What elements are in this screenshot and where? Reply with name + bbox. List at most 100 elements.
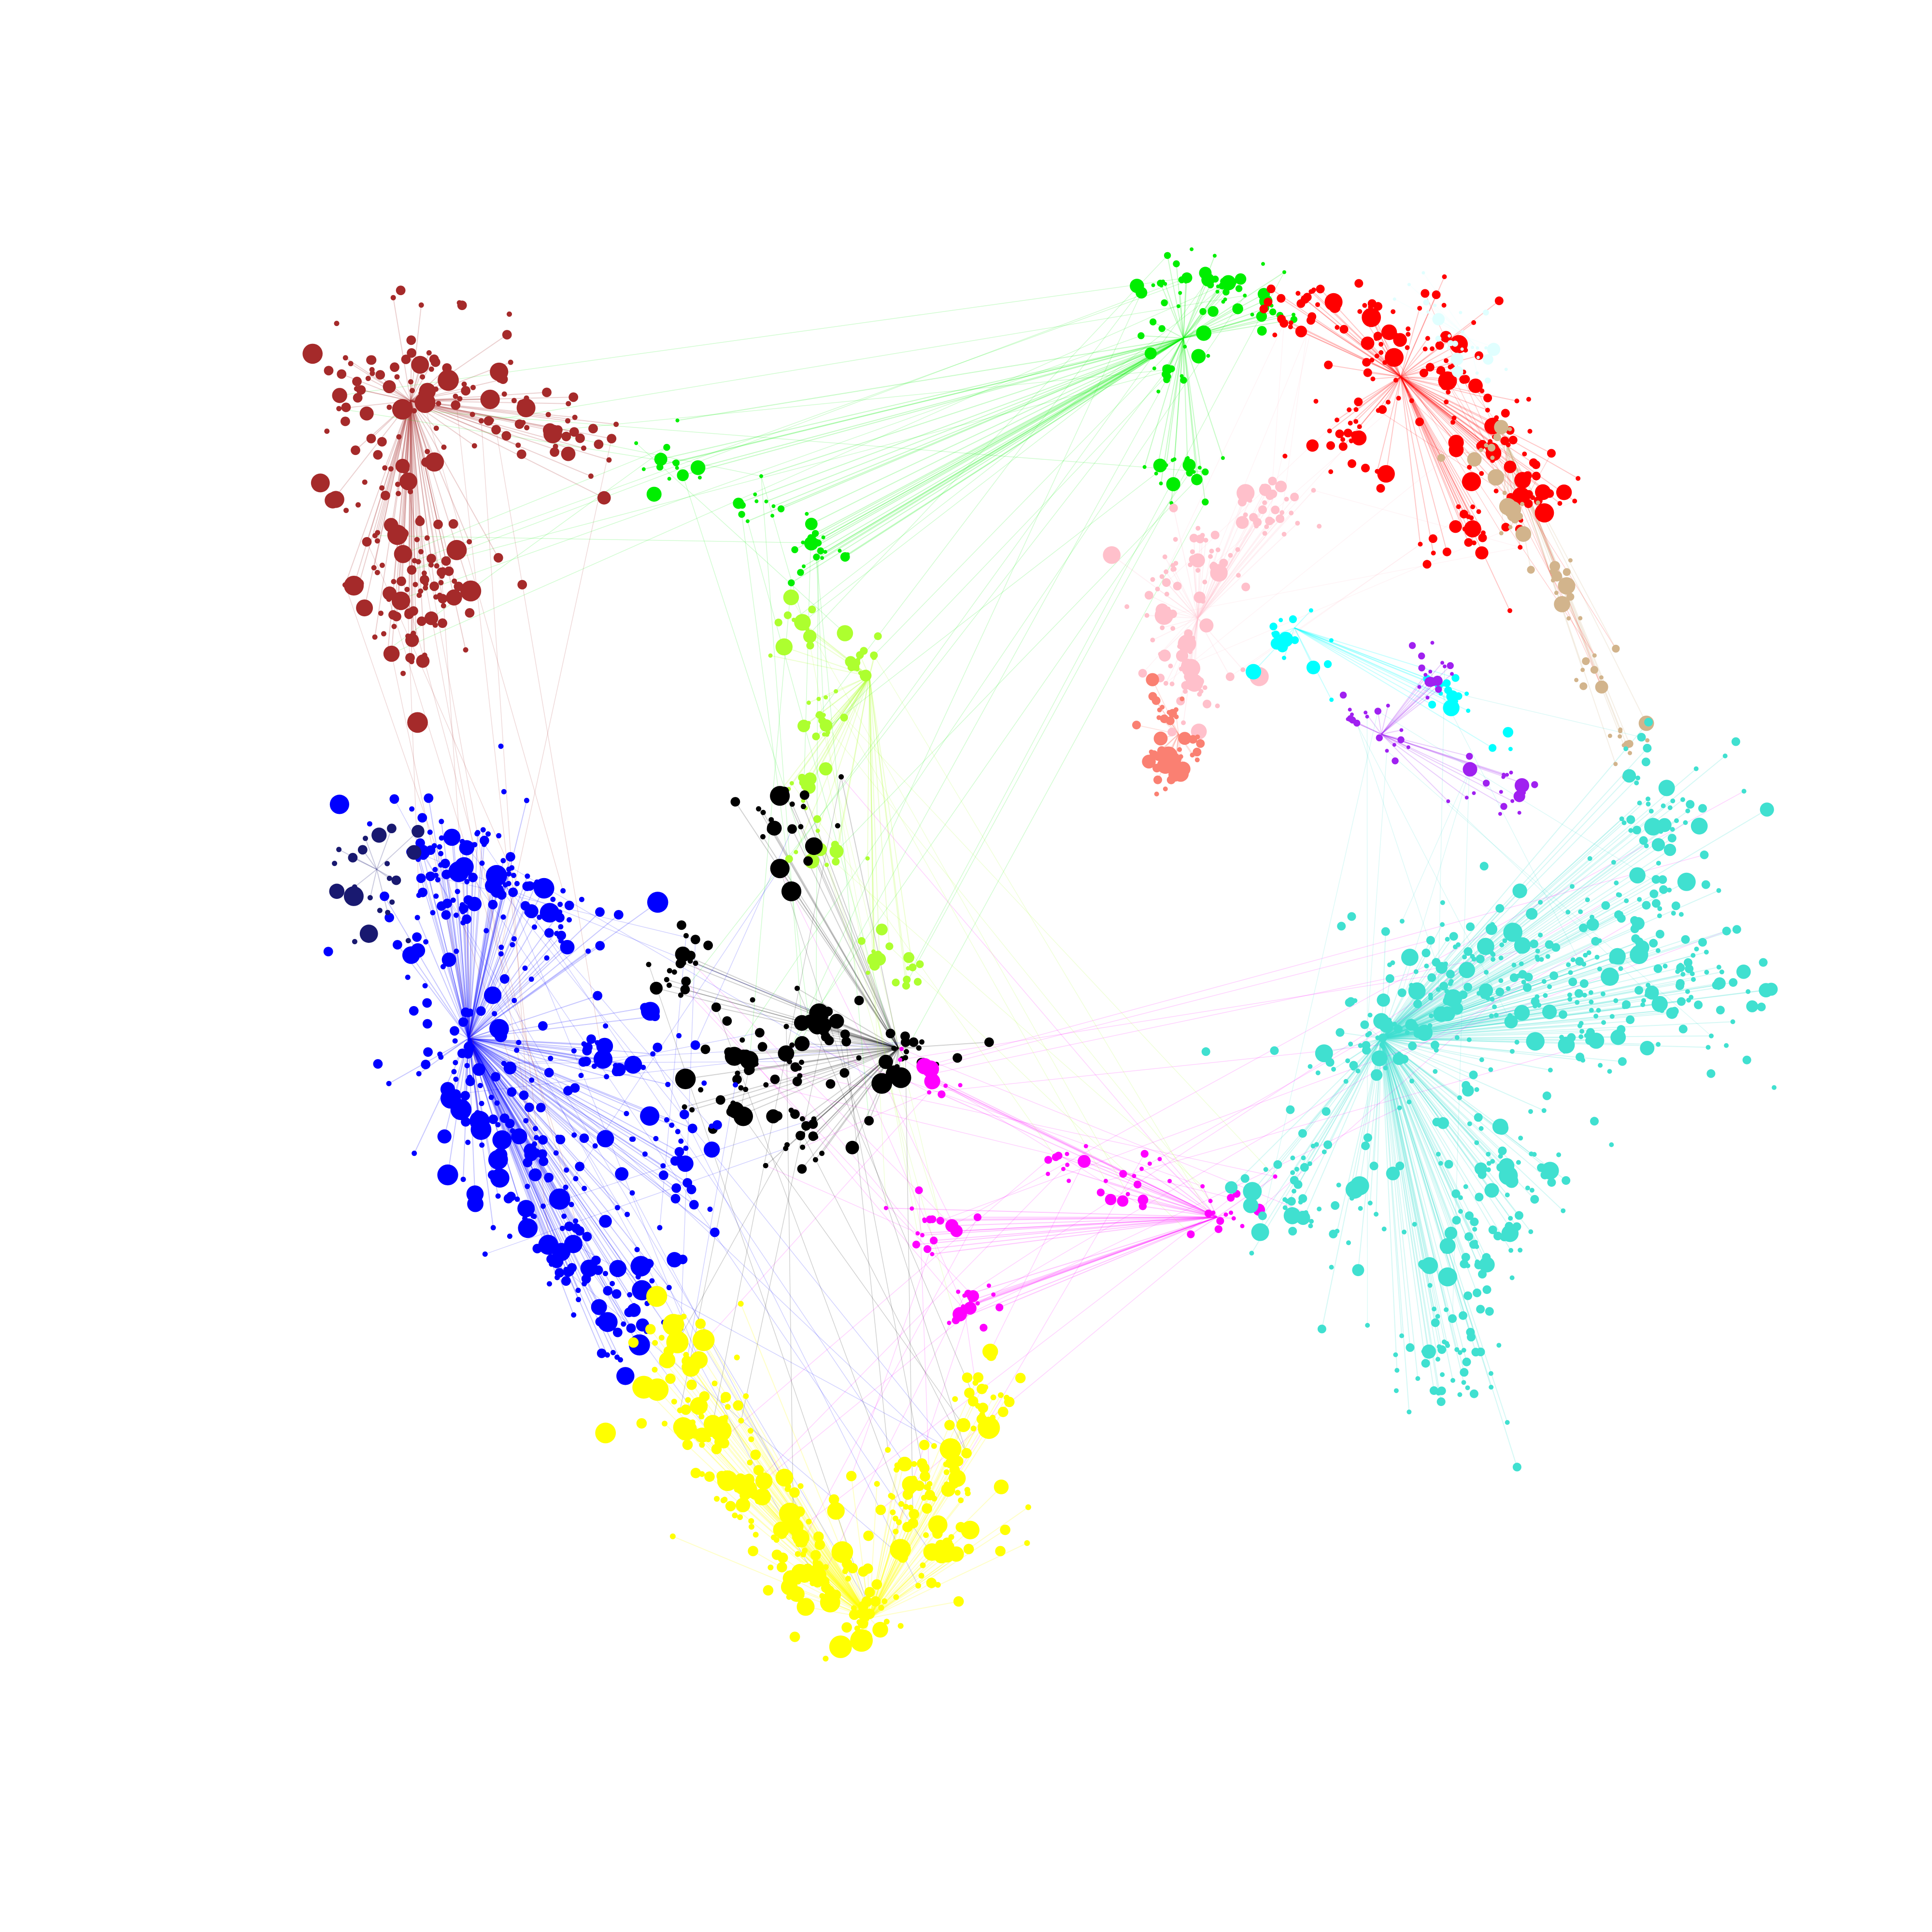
node xyxy=(1134,1180,1142,1189)
node xyxy=(557,901,563,907)
node xyxy=(819,762,833,776)
edge xyxy=(812,338,1184,549)
edge xyxy=(1290,326,1401,377)
node xyxy=(927,1090,932,1095)
node xyxy=(1651,875,1661,884)
edge xyxy=(843,676,870,718)
edge xyxy=(1356,723,1382,735)
node xyxy=(792,1077,802,1086)
node xyxy=(1724,1043,1729,1048)
edge xyxy=(843,717,1107,1181)
node xyxy=(1154,752,1163,761)
node xyxy=(1154,606,1174,625)
node xyxy=(1635,775,1640,781)
node xyxy=(1150,318,1157,326)
node xyxy=(1503,923,1523,942)
node xyxy=(1458,1209,1463,1214)
node xyxy=(963,1544,974,1554)
node xyxy=(613,910,624,920)
node xyxy=(1392,1052,1406,1065)
node xyxy=(1494,296,1504,305)
node xyxy=(1588,990,1593,995)
node xyxy=(425,452,444,472)
node xyxy=(1482,1253,1491,1262)
node xyxy=(514,881,520,886)
edge xyxy=(1183,338,1197,480)
edge xyxy=(1381,982,1733,1039)
edge xyxy=(1381,1038,1583,1061)
node xyxy=(446,540,467,560)
node xyxy=(1535,500,1540,505)
node xyxy=(1495,904,1505,913)
node xyxy=(1678,912,1684,917)
edge xyxy=(468,895,502,1039)
node xyxy=(1461,1252,1470,1262)
node xyxy=(1426,936,1435,945)
node xyxy=(797,569,804,576)
node xyxy=(1317,1324,1326,1334)
edge xyxy=(398,400,411,600)
node xyxy=(1511,963,1517,967)
edge xyxy=(1365,751,1388,1046)
node xyxy=(1508,1248,1514,1253)
node xyxy=(955,1522,966,1533)
node xyxy=(1680,797,1685,802)
node xyxy=(1660,1006,1665,1011)
node xyxy=(470,384,476,390)
node xyxy=(823,1007,833,1017)
node xyxy=(785,1483,791,1490)
node xyxy=(1312,665,1317,669)
node xyxy=(837,625,853,641)
edge xyxy=(1400,376,1491,458)
node xyxy=(1170,626,1176,631)
node xyxy=(1437,454,1445,462)
node xyxy=(1154,791,1159,796)
edge xyxy=(468,1038,585,1139)
edge xyxy=(1377,355,1401,377)
node xyxy=(1409,398,1414,403)
node xyxy=(505,1119,515,1129)
edge xyxy=(1165,417,1497,684)
node xyxy=(612,1327,623,1337)
node xyxy=(426,845,436,855)
node xyxy=(441,910,451,920)
node xyxy=(1169,682,1175,686)
node xyxy=(788,579,795,586)
edge xyxy=(680,371,1166,995)
node xyxy=(615,1167,629,1181)
node xyxy=(1282,655,1286,660)
edge xyxy=(968,944,1502,1294)
edge xyxy=(1385,376,1401,474)
edge xyxy=(898,1041,989,1049)
node xyxy=(389,899,395,905)
node xyxy=(1376,408,1381,413)
edge xyxy=(927,1077,1218,1218)
node xyxy=(1454,1035,1460,1040)
node xyxy=(777,1562,787,1573)
node xyxy=(1512,487,1530,505)
edge xyxy=(902,1058,1143,1207)
node xyxy=(819,1593,825,1599)
node xyxy=(690,460,706,475)
node xyxy=(499,974,510,984)
node xyxy=(438,369,459,391)
node xyxy=(1719,969,1724,975)
edge xyxy=(1381,1038,1485,1266)
edge xyxy=(468,957,547,1039)
node xyxy=(652,1340,658,1346)
edge xyxy=(1281,291,1313,513)
node xyxy=(1232,281,1236,285)
node xyxy=(575,433,585,443)
node xyxy=(1331,1066,1336,1072)
node xyxy=(1440,661,1445,665)
node xyxy=(800,804,806,810)
edge xyxy=(773,338,1184,507)
node xyxy=(725,1501,736,1512)
node xyxy=(765,1480,771,1486)
edge xyxy=(468,1038,584,1045)
node xyxy=(808,1131,818,1141)
node xyxy=(930,1252,935,1256)
edge xyxy=(674,338,1184,463)
edge xyxy=(825,1036,899,1049)
edge xyxy=(1204,319,1313,582)
